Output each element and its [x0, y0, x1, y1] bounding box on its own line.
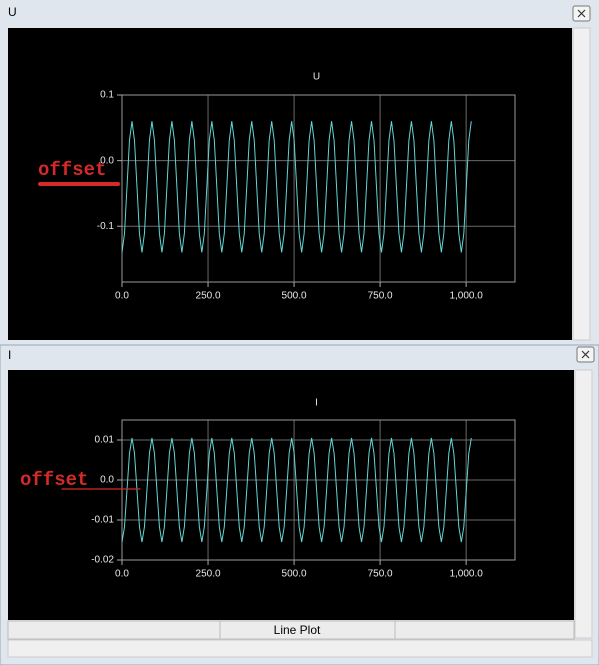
data-line	[121, 121, 472, 253]
plot-frame	[121, 94, 516, 283]
y-tick-label: 0.01	[95, 435, 115, 446]
window-title: I	[8, 348, 11, 362]
x-tick-label: 1,000.0	[449, 569, 483, 580]
x-tick-label: 500.0	[282, 291, 307, 302]
window-title: U	[8, 5, 17, 19]
x-tick-label: 750.0	[368, 569, 393, 580]
close-icon	[581, 350, 590, 359]
y-tick-label: -0.02	[91, 555, 114, 566]
x-tick-label: 500.0	[282, 569, 307, 580]
x-tick-label: 750.0	[368, 291, 393, 302]
y-tick-label: 0.0	[100, 155, 114, 166]
x-tick-label: 250.0	[196, 569, 221, 580]
y-tick-label: -0.01	[91, 515, 114, 526]
status-bar	[7, 620, 575, 640]
scrollbar[interactable]	[572, 27, 591, 341]
y-tick-label: -0.1	[97, 221, 115, 232]
y-tick-label: 0.1	[100, 90, 114, 101]
charts: U 0.1 0.0 -0.1 0.0 250.0 500.0 750.0 1,000.0 offs…	[20, 72, 516, 580]
x-tick-label: 0.0	[115, 291, 129, 302]
x-tick-label: 0.0	[115, 569, 129, 580]
data-line	[121, 437, 472, 543]
chart-title: U	[313, 72, 320, 83]
y-tick-label: 0.0	[100, 475, 114, 486]
close-icon	[577, 9, 586, 18]
h-scrollbar[interactable]	[7, 639, 593, 658]
chart-title: I	[315, 398, 318, 409]
scrollbar[interactable]	[574, 369, 593, 639]
annotation: offset	[38, 159, 106, 181]
x-tick-label: 250.0	[196, 291, 221, 302]
annotation: offset	[20, 469, 88, 491]
plot-frame	[121, 419, 516, 561]
plot-panel	[8, 370, 574, 620]
status-text: Line Plot	[274, 623, 321, 637]
x-tick-label: 1,000.0	[449, 291, 483, 302]
